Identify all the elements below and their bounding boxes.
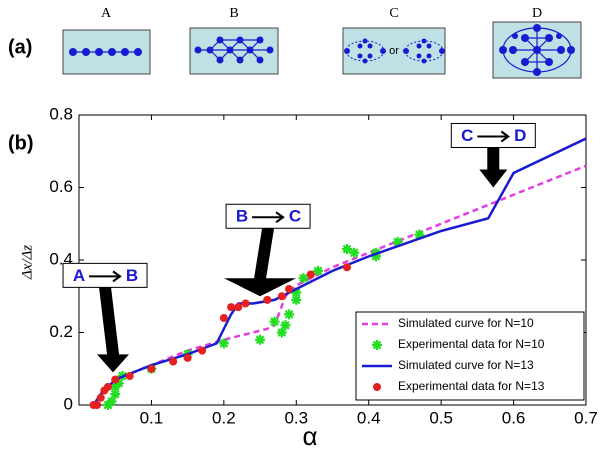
dot-marker: [234, 303, 243, 312]
dot-marker: [227, 303, 236, 312]
legend-label: Simulated curve for N=13: [398, 358, 534, 372]
box-label: A: [101, 6, 112, 21]
separator: or: [389, 45, 399, 57]
dot-marker: [198, 346, 207, 355]
star-marker: [106, 396, 117, 407]
dot-marker: [93, 401, 102, 409]
structure-a: [62, 29, 151, 75]
dot-marker: [277, 292, 286, 301]
star-marker: [110, 389, 121, 400]
annotation-from: C: [461, 126, 473, 145]
panel-label: (b): [8, 132, 34, 154]
star-marker: [284, 309, 295, 320]
box-label: D: [532, 6, 542, 21]
x-tick-label: 0.6: [502, 408, 526, 427]
x-tick-label: 0.1: [140, 408, 164, 427]
star-marker: [370, 251, 381, 262]
dot-marker: [342, 263, 351, 272]
legend-box: [355, 311, 585, 401]
annotation-arrow: [224, 228, 297, 297]
x-tick-label: 0.3: [284, 408, 308, 427]
dot-marker: [219, 314, 228, 322]
star-marker: [298, 273, 309, 284]
star-marker: [269, 316, 280, 327]
y-tick-label: 0.6: [49, 177, 73, 196]
dot-marker: [147, 364, 156, 373]
star-marker: [291, 287, 302, 298]
legend-label: Simulated curve for N=10: [398, 316, 534, 330]
x-tick-label: 0.7: [574, 408, 598, 427]
annotation-from: A: [73, 266, 85, 285]
annotation-symbol: [252, 211, 285, 224]
star-marker: [110, 381, 121, 392]
annotation-arrow: [97, 287, 130, 373]
star-marker: [102, 400, 113, 410]
star-marker: [414, 229, 425, 240]
annotation-to: D: [514, 126, 526, 145]
star-marker: [280, 320, 291, 331]
annotation-to: C: [289, 207, 301, 226]
y-tick-label: 0.2: [49, 322, 73, 341]
legend-swatch: [373, 383, 381, 391]
star-marker: [255, 334, 266, 345]
dot-marker: [111, 375, 120, 384]
dot-marker: [306, 270, 315, 279]
dot-marker: [103, 382, 112, 391]
dot-marker: [285, 285, 294, 293]
structure-d: [492, 21, 582, 79]
dot-marker: [263, 295, 272, 304]
annotation-symbol: [89, 270, 122, 283]
structure-b: [189, 27, 279, 75]
legend-label: Experimental data for N=13: [398, 379, 545, 393]
star-marker: [218, 338, 229, 349]
dot-marker: [169, 357, 178, 366]
legend-label: Experimental data for N=10: [398, 337, 545, 351]
box-label: C: [389, 6, 398, 21]
star-marker: [113, 378, 124, 389]
annotation-arrow: [479, 147, 508, 188]
star-marker: [341, 244, 352, 255]
star-marker: [313, 265, 324, 276]
panel-label: (a): [8, 36, 32, 58]
star-marker: [392, 236, 403, 247]
x-tick-label: 0.5: [429, 408, 453, 427]
star-marker: [276, 327, 287, 338]
annotation-box: [62, 262, 148, 288]
annotation-to: B: [126, 266, 138, 285]
y-axis-label: Δx/Δz: [19, 245, 35, 280]
star-marker: [291, 294, 302, 305]
star-marker: [349, 247, 360, 258]
annotation-symbol: [477, 130, 511, 143]
dot-marker: [96, 393, 105, 402]
structure-c: or: [342, 27, 446, 75]
dot-marker: [183, 353, 192, 362]
x-tick-label: 0.2: [212, 408, 236, 427]
x-axis-label: α: [302, 421, 317, 451]
annotation-from: B: [236, 207, 248, 226]
dot-marker: [125, 372, 134, 380]
y-tick-label: 0: [64, 394, 73, 413]
box-label: B: [229, 6, 238, 21]
dot-marker: [241, 299, 250, 308]
legend-swatch: [372, 340, 382, 350]
y-tick-label: 0.8: [49, 104, 73, 123]
x-tick-label: 0.4: [357, 408, 381, 427]
